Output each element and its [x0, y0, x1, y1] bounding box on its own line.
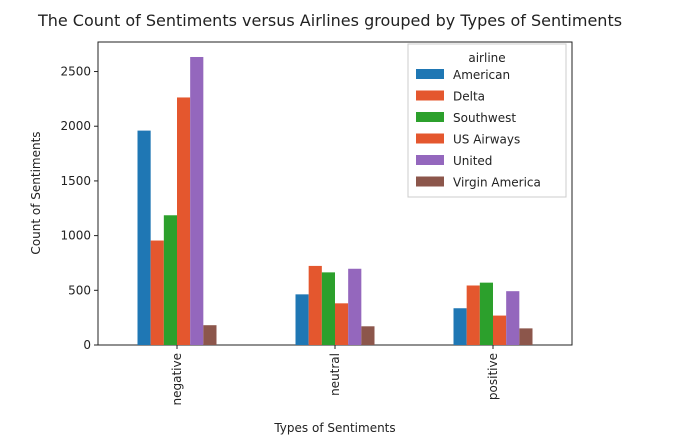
y-axis: 0 500 1000 1500 2000 2500 — [60, 65, 98, 352]
bars-group — [137, 56, 533, 345]
bar-us-airways-neutral — [335, 303, 349, 345]
y-tick-label: 1000 — [60, 229, 91, 243]
legend-swatch-virgin-america — [416, 176, 444, 187]
bar-southwest-neutral — [321, 272, 335, 345]
x-tick-label-positive: positive — [486, 353, 500, 400]
legend-label-american: American — [453, 68, 510, 82]
legend-label-united: United — [453, 154, 492, 168]
bar-american-neutral — [295, 294, 309, 345]
bar-southwest-negative — [163, 215, 177, 345]
legend-swatch-delta — [416, 90, 444, 101]
bar-american-negative — [137, 130, 151, 345]
bar-southwest-positive — [479, 282, 493, 345]
legend-label-delta: Delta — [453, 90, 485, 104]
legend: airline American Delta Southwest US Airways… — [407, 43, 567, 198]
x-axis: negative neutral positive — [170, 345, 500, 405]
bar-united-negative — [190, 56, 204, 345]
legend-swatch-us-airways — [416, 133, 444, 144]
y-tick-label: 500 — [68, 283, 91, 297]
legend-title: airline — [468, 51, 505, 65]
legend-label-virgin-america: Virgin America — [453, 176, 541, 190]
bar-us-airways-negative — [177, 97, 191, 345]
y-tick-label: 2000 — [60, 119, 91, 133]
bar-virgin-america-neutral — [361, 326, 375, 345]
bar-delta-positive — [466, 285, 480, 345]
y-tick-label: 2500 — [60, 65, 91, 79]
x-tick-label-neutral: neutral — [328, 353, 342, 396]
legend-items: American Delta Southwest US Airways United Vi… — [416, 68, 541, 190]
bar-delta-neutral — [308, 265, 322, 345]
y-axis-label: Count of Sentiments — [29, 131, 43, 254]
bar-united-positive — [506, 291, 520, 345]
bar-american-positive — [453, 308, 467, 345]
bar-delta-negative — [150, 240, 164, 345]
bar-us-airways-positive — [493, 315, 507, 345]
y-tick-label: 1500 — [60, 174, 91, 188]
x-tick-label-negative: negative — [170, 353, 184, 405]
plot-area: 0 500 1000 1500 2000 2500 negative neutral posi… — [60, 41, 573, 405]
y-tick-label: 0 — [83, 338, 91, 352]
chart-title: The Count of Sentiments versus Airlines … — [37, 11, 622, 30]
bar-virgin-america-negative — [203, 325, 217, 345]
legend-swatch-southwest — [416, 112, 444, 122]
legend-swatch-american — [416, 69, 444, 79]
bar-united-neutral — [348, 268, 362, 345]
legend-label-southwest: Southwest — [453, 111, 516, 125]
legend-swatch-united — [416, 155, 444, 165]
legend-label-us-airways: US Airways — [453, 133, 520, 147]
x-axis-label: Types of Sentiments — [273, 421, 395, 435]
bar-virgin-america-positive — [519, 328, 533, 345]
